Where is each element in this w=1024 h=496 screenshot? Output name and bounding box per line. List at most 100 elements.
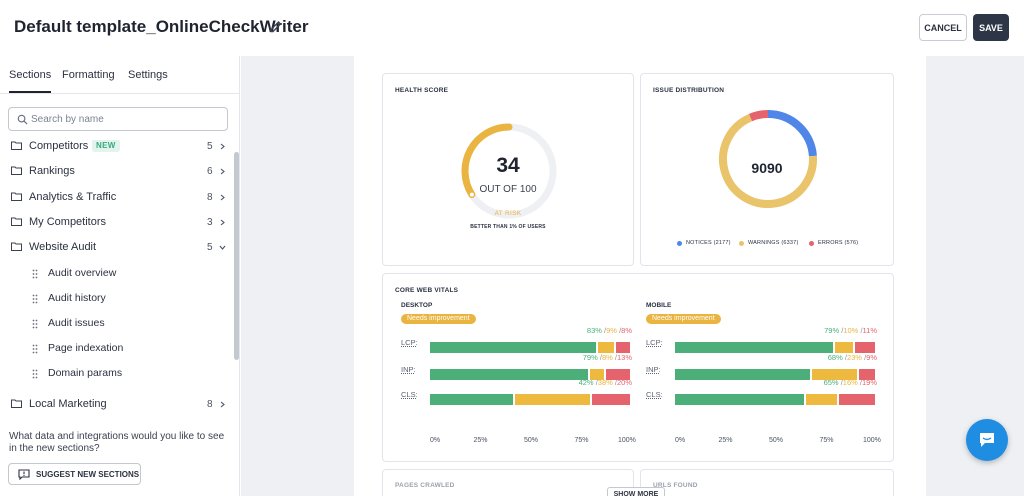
legend-errors: ERRORS (576) [809, 240, 858, 246]
save-button[interactable]: SAVE [973, 14, 1009, 41]
search-box[interactable] [8, 107, 228, 131]
pages-crawled-card: PAGES CRAWLED [382, 469, 634, 496]
mobile-axis-tick: 100% [863, 437, 881, 444]
mobile-axis-tick: 75% [819, 437, 834, 444]
drag-handle-icon[interactable] [32, 319, 38, 329]
desktop-needs-improvement-segment [589, 369, 604, 380]
notices-dot [677, 240, 682, 246]
desktop-axis-tick: 50% [524, 437, 539, 444]
desktop-label: DESKTOP [401, 302, 433, 309]
mobile-status-pill: Needs improvement [646, 314, 721, 324]
chevron-right-icon [220, 194, 225, 201]
health-score-title: HEALTH SCORE [395, 87, 449, 94]
sidebar-tabs: Sections Formatting Settings [0, 56, 240, 94]
sidebar-subitem-domain-params[interactable]: Domain params [0, 363, 232, 387]
legend-warnings-label: WARNINGS (6337) [748, 240, 799, 246]
chevron-right-icon [220, 219, 225, 226]
tab-settings[interactable]: Settings [128, 69, 168, 81]
tab-sections[interactable]: Sections [9, 69, 52, 93]
desktop-needs-improvement-segment [514, 394, 590, 405]
mobile-label: MOBILE [646, 302, 672, 309]
mobile-axis-tick: 50% [769, 437, 784, 444]
mobile-axis-tick: 0% [675, 437, 686, 444]
section-count: 8 [207, 399, 213, 410]
desktop-metric-percentages: 42% /38% /20% [578, 378, 632, 387]
sidebar-subitem-audit-issues[interactable]: Audit issues [0, 313, 232, 337]
section-count: 5 [207, 141, 213, 152]
folder-icon [11, 242, 22, 251]
new-badge: NEW [92, 140, 120, 152]
show-more-button[interactable]: SHOW MORE [607, 487, 665, 496]
mobile-poor-segment [854, 342, 875, 353]
desktop-good-segment [430, 342, 596, 353]
mobile-poor-segment [858, 369, 875, 380]
desktop-needs-improvement-segment [597, 342, 614, 353]
sidebar-item-website-audit[interactable]: Website Audit 5 [0, 237, 232, 261]
sidebar-item-local-marketing[interactable]: Local Marketing 8 [0, 394, 232, 416]
sidebar-subitem-audit-overview[interactable]: Audit overview [0, 263, 232, 287]
sidebar-item-label: Website Audit [29, 241, 97, 253]
section-count: 5 [207, 242, 213, 253]
gauge-marker [469, 192, 474, 197]
warnings-dot [739, 240, 744, 246]
template-title: Default template_OnlineCheckWriter [14, 17, 309, 36]
chevron-right-icon [220, 168, 225, 175]
report-page: HEALTH SCORE 34 OUT OF 100 AT RISK BETTE… [354, 56, 926, 496]
drag-handle-icon[interactable] [32, 294, 38, 304]
folder-icon [11, 399, 22, 408]
errors-dot [809, 240, 814, 246]
chat-support-button[interactable] [966, 419, 1008, 461]
sidebar-item-competitors[interactable]: Competitors NEW 5 [0, 140, 232, 160]
comment-icon [18, 469, 30, 480]
cancel-button[interactable]: CANCEL [919, 14, 967, 41]
legend-notices-label: NOTICES (2177) [686, 240, 731, 246]
sidebar-item-label: My Competitors [29, 216, 107, 228]
legend-notices: NOTICES (2177) [677, 240, 731, 246]
sidebar-item-label: Competitors [29, 140, 89, 152]
cwv-title: CORE WEB VITALS [395, 287, 459, 294]
health-score-out-of: OUT OF 100 [479, 184, 537, 195]
mobile-metric-label: INP: [646, 365, 661, 374]
desktop-metric-label: CLS: [401, 390, 418, 399]
issue-donut-chart [719, 110, 817, 208]
drag-handle-icon[interactable] [32, 369, 38, 379]
suggest-sections-button[interactable]: SUGGEST NEW SECTIONS [8, 463, 141, 485]
legend-errors-label: ERRORS (576) [818, 240, 859, 246]
tab-formatting[interactable]: Formatting [62, 69, 115, 81]
subitem-label: Audit overview [48, 267, 117, 279]
desktop-metric-label: INP: [401, 365, 416, 374]
chevron-right-icon [220, 401, 225, 408]
sidebar-item-label: Rankings [29, 165, 75, 177]
search-input[interactable] [31, 111, 221, 127]
folder-icon [11, 141, 22, 150]
legend-warnings: WARNINGS (6337) [739, 240, 798, 246]
mobile-poor-segment [838, 394, 875, 405]
subitem-label: Audit history [48, 292, 106, 304]
issue-distribution-card: ISSUE DISTRIBUTION 9090 NOTICES (2177) W… [640, 73, 894, 266]
core-web-vitals-card: CORE WEB VITALS DESKTOP Needs improvement… [382, 273, 894, 462]
desktop-good-segment [430, 394, 513, 405]
health-score-gauge [461, 123, 557, 219]
sidebar-subitem-page-indexation[interactable]: Page indexation [0, 338, 232, 362]
drag-handle-icon[interactable] [32, 269, 38, 279]
sidebar-item-rankings[interactable]: Rankings 6 [0, 161, 232, 185]
folder-icon [11, 217, 22, 226]
chat-bubble-icon [980, 433, 994, 447]
search-icon [17, 114, 28, 125]
sidebar-scrollbar[interactable] [234, 152, 239, 360]
pencil-icon[interactable] [268, 19, 284, 35]
subitem-label: Page indexation [48, 342, 124, 354]
top-bar: Default template_OnlineCheckWriter CANCE… [0, 0, 1024, 56]
sidebar-subitem-audit-history[interactable]: Audit history [0, 288, 232, 312]
sidebar: Sections Formatting Settings Competitors… [0, 56, 240, 496]
issue-distribution-title: ISSUE DISTRIBUTION [653, 87, 725, 94]
mobile-metric-percentages: 65% /16% /19% [823, 378, 877, 387]
sidebar-item-my-competitors[interactable]: My Competitors 3 [0, 212, 232, 236]
sidebar-item-analytics[interactable]: Analytics & Traffic 8 [0, 187, 232, 211]
mobile-axis-tick: 25% [718, 437, 733, 444]
urls-found-title: URLS FOUND [653, 482, 698, 489]
mobile-good-segment [675, 342, 833, 353]
drag-handle-icon[interactable] [32, 344, 38, 354]
errors-segment [749, 110, 769, 122]
desktop-metric-percentages: 83% /9% /8% [586, 326, 632, 335]
